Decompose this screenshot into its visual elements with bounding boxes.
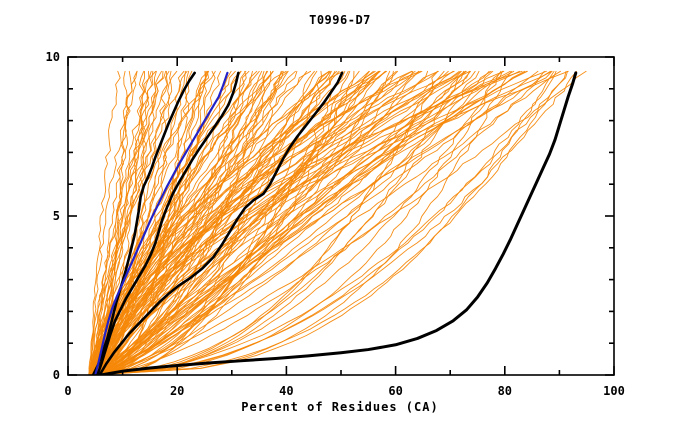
- x-tick-label: 20: [169, 384, 185, 398]
- y-tick-label: 0: [52, 368, 60, 382]
- ensemble-curve: [101, 70, 253, 375]
- series-black-middle: [98, 71, 344, 375]
- ensemble-curve: [89, 70, 467, 375]
- ensemble-curve: [91, 70, 346, 375]
- ensemble-curve: [93, 70, 578, 375]
- ensemble-curve: [94, 70, 413, 375]
- ensemble-curve: [99, 70, 439, 375]
- ensemble-curve: [90, 70, 121, 375]
- ensemble-curve: [93, 70, 557, 375]
- ensemble-curve: [93, 70, 283, 375]
- ensemble-curve: [100, 70, 351, 375]
- y-tick-label: 5: [52, 209, 60, 223]
- ensemble-curve: [98, 70, 429, 375]
- ensemble-curve: [90, 70, 173, 375]
- ensemble-curve: [102, 70, 376, 375]
- ensemble-curve: [99, 70, 370, 375]
- y-tick-label: 10: [45, 50, 60, 64]
- ensemble-curve: [100, 70, 399, 375]
- x-tick-label: 40: [279, 384, 294, 398]
- ensemble-curve: [102, 70, 526, 375]
- ensemble-curve: [94, 70, 568, 375]
- ensemble-curve: [92, 70, 207, 375]
- x-tick-label: 100: [603, 384, 625, 398]
- ensemble-curve: [92, 70, 154, 375]
- series-black-lower-envelope: [99, 71, 578, 375]
- ensemble-curve: [96, 70, 555, 375]
- ensemble-curve: [91, 70, 515, 375]
- ensemble-curve: [95, 70, 394, 375]
- curve-group: [88, 70, 587, 375]
- x-axis-label: Percent of Residues (CA): [241, 400, 439, 414]
- chart-title: T0996-D7: [309, 13, 371, 27]
- ensemble-curve: [97, 70, 269, 375]
- ensemble-curve: [93, 70, 169, 375]
- series-black-left-2: [96, 71, 240, 375]
- axis-frame: [67, 56, 615, 376]
- ensemble-curve: [92, 70, 308, 375]
- x-tick-label: 60: [388, 384, 403, 398]
- ensemble-curve: [88, 70, 188, 375]
- ensemble-curve: [101, 70, 476, 375]
- series-blue-reference: [94, 71, 229, 375]
- ensemble-curve: [95, 70, 190, 375]
- ensemble-curve: [90, 70, 416, 375]
- ensemble-curve: [89, 70, 315, 375]
- ensemble-curve: [99, 70, 298, 375]
- ensemble-curve: [94, 70, 391, 375]
- ensemble-curve: [96, 70, 355, 375]
- ensemble-curve: [96, 70, 539, 375]
- x-tick-label: 0: [64, 384, 72, 398]
- x-tick-label: 80: [497, 384, 513, 398]
- ensemble-curve: [93, 70, 512, 375]
- ensemble-curve: [101, 70, 545, 375]
- series-black-left-1: [91, 71, 196, 375]
- ensemble-curve: [88, 70, 460, 375]
- ensemble-curve: [99, 70, 360, 375]
- ensemble-curve: [91, 70, 567, 375]
- ensemble-curve: [94, 70, 553, 375]
- ensemble-curve: [102, 70, 423, 375]
- ensemble-curve: [97, 70, 528, 375]
- ensemble-curve: [100, 70, 503, 375]
- ensemble-curve: [95, 70, 138, 375]
- ensemble-curve: [89, 70, 492, 375]
- ensemble-curve: [99, 70, 272, 375]
- ensemble-curve: [102, 70, 551, 375]
- ensemble-curve: [92, 70, 338, 375]
- ensemble-curve: [88, 70, 471, 375]
- ensemble-curve: [97, 70, 464, 375]
- ensemble-curve: [90, 70, 274, 375]
